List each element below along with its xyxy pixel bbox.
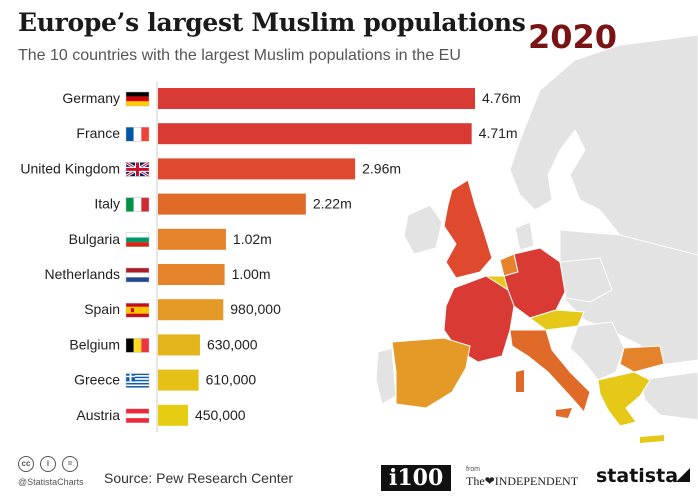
flag-icon [125,267,150,283]
map-crete [640,435,664,443]
category-label: France [76,125,120,141]
map-portugal [375,347,397,405]
map-austria [528,309,585,331]
i100-logo: i100 [381,465,452,491]
map-spain [391,337,471,409]
flag-icon [125,91,150,107]
bar-italy [158,193,306,215]
value-label: 4.76m [482,90,521,106]
flag-icon [125,338,150,353]
value-label: 2.22m [313,196,352,212]
flag-icon [125,232,150,248]
category-label: Greece [74,372,120,388]
category-label: United Kingdom [20,160,120,176]
chart-title: Europe’s largest Muslim populations [18,8,526,37]
category-label: Italy [94,196,120,212]
map-ireland [403,204,443,255]
map-scandinavia [509,34,698,261]
bar-germany [158,88,475,109]
map-balkans [569,321,625,381]
value-label: 2.96m [362,160,401,176]
map-poland [559,257,613,303]
source-text: Source: Pew Research Center [104,470,294,486]
category-label: Austria [76,407,120,423]
map-italy [509,329,591,414]
flag-icon [125,126,150,142]
flag-icon [125,161,150,178]
value-label: 450,000 [195,407,246,423]
flag-icon [125,302,150,318]
category-label: Spain [84,301,120,317]
map-sicily [556,408,572,418]
category-label: Germany [62,90,120,106]
value-label: 1.02m [233,231,272,247]
no-derivatives-icon: = [62,456,78,472]
map-united-kingdom [443,179,493,279]
year-label: 2020 [528,18,618,56]
bar-bulgaria [158,228,226,250]
map-bulgaria [619,345,665,373]
bar-belgium [158,334,200,356]
map-sardinia [516,370,524,392]
bar-united-kingdom [158,158,356,180]
attribution-icon: i [40,456,56,472]
category-label: Netherlands [45,266,121,282]
flag-icon [125,197,150,212]
category-label: Bulgaria [69,231,121,247]
bar-chart: Germany 4.76m France 4.71m United Kingdom 2.9… [20,82,521,432]
flag-icon [125,408,150,424]
value-label: 1.00m [232,266,271,282]
map-greece [597,371,651,427]
independent-from-label: from [466,466,480,473]
flag-icon [125,373,150,388]
map-france [443,275,515,363]
bar-austria [158,404,188,426]
value-label: 4.71m [479,125,518,141]
map-turkey [639,371,698,421]
value-label: 610,000 [206,372,257,388]
bar-netherlands [158,264,225,285]
bars-layer: Germany 4.76m France 4.71m United Kingdom 2.9… [20,88,521,426]
map-denmark [514,221,535,251]
chart-subtitle: The 10 countries with the largest Muslim… [18,47,461,64]
cc-license-icon: cc [18,456,34,472]
value-label: 630,000 [207,336,258,352]
bar-france [158,123,472,145]
statista-handle: @StatistaCharts [18,477,84,487]
bar-spain [158,299,224,321]
independent-logo: The❤INDEPENDENT [466,474,579,488]
category-label: Belgium [69,336,120,352]
value-label: 980,000 [230,301,281,317]
bar-greece [158,369,199,391]
statista-logo: statista [596,465,679,487]
